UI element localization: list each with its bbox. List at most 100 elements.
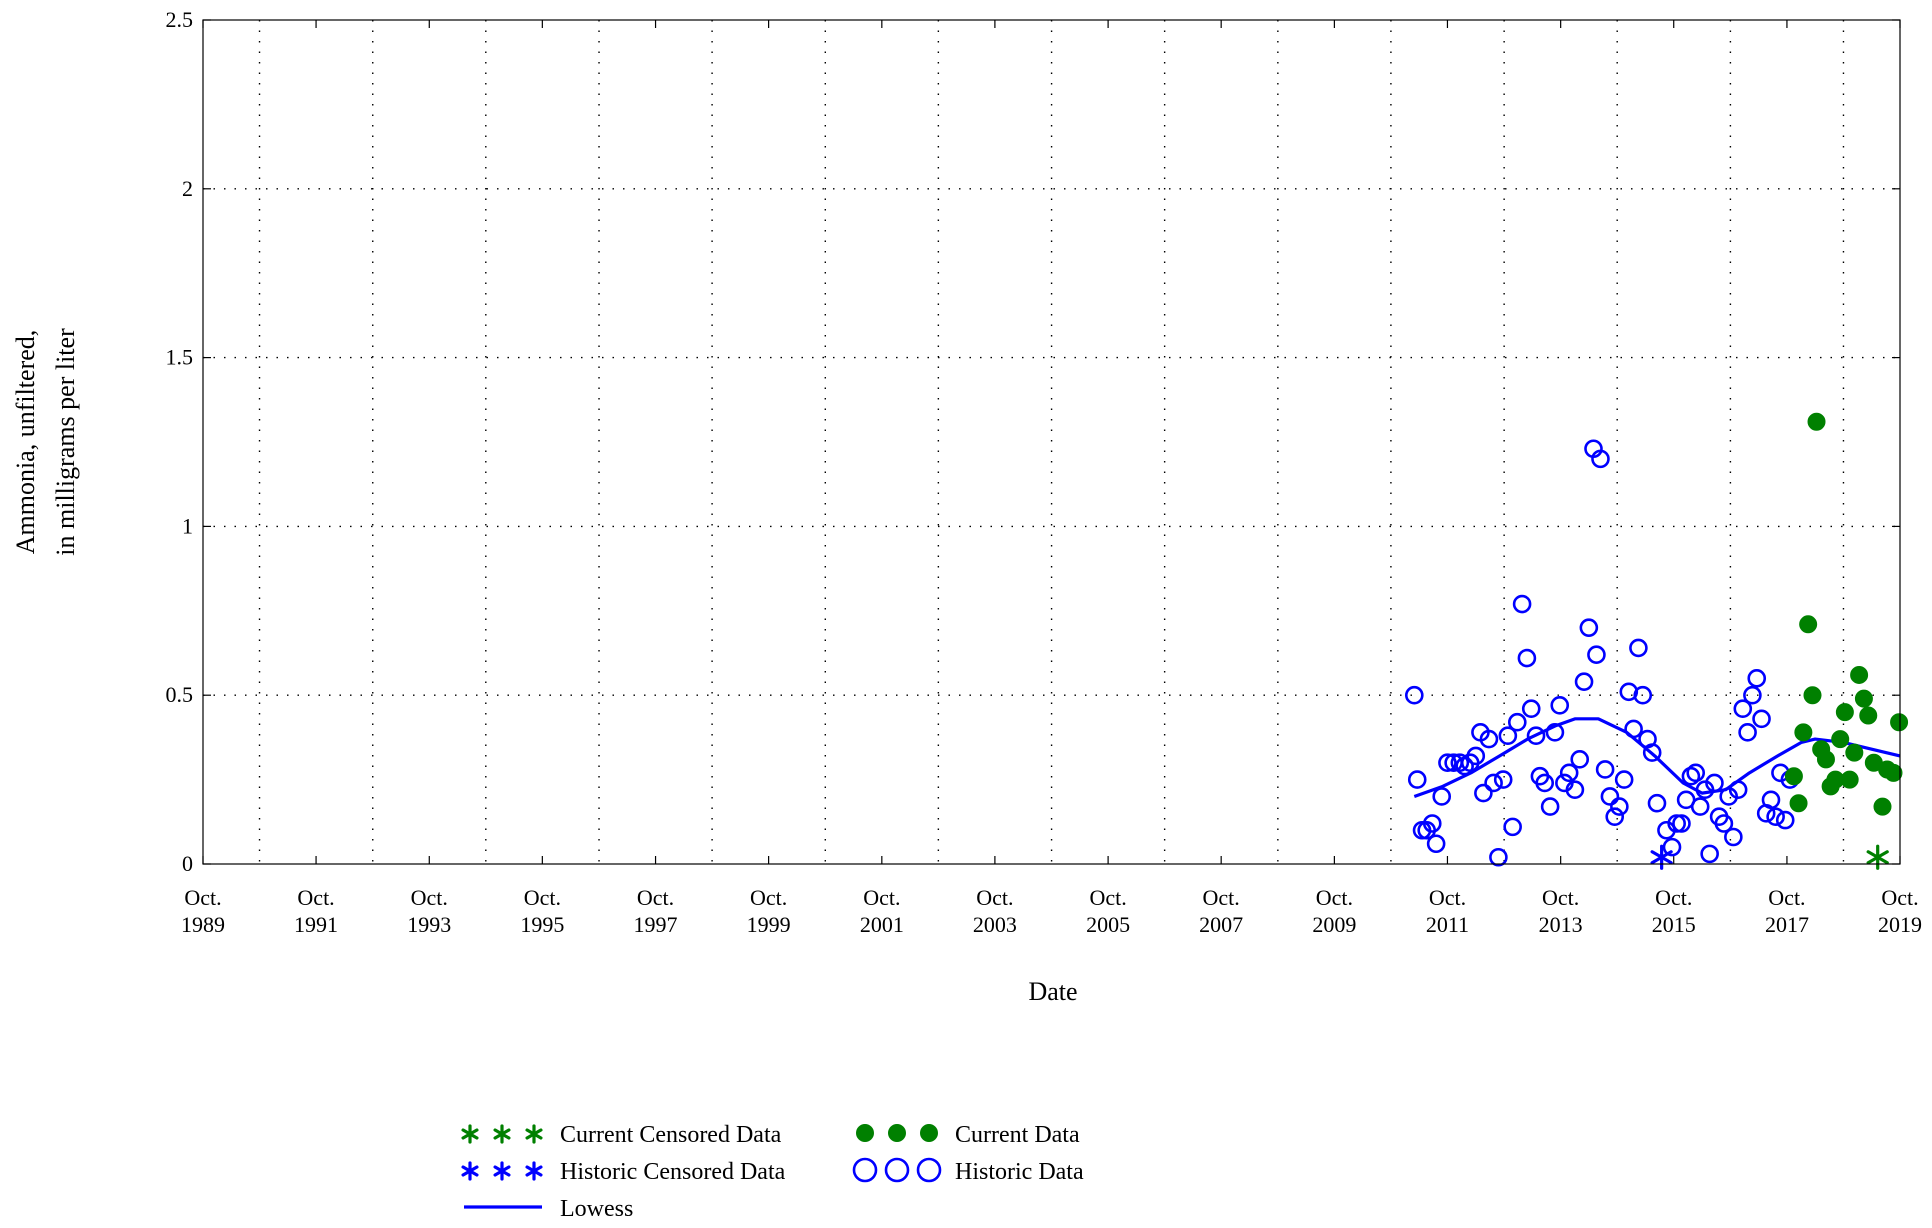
legend-open-circle-icon [916,1157,942,1183]
historic-data-point [1591,449,1610,469]
x-tick-label-month: Oct. [1203,885,1240,910]
x-tick-label-year: 2011 [1426,912,1469,937]
historic-data-point [1614,770,1634,789]
historic-data-point [1432,787,1452,806]
historic-data-point [1738,723,1757,742]
historic-data-point [1540,797,1560,816]
historic-data-point [1450,753,1470,773]
historic-data-point [1733,699,1753,719]
legend-asterisk-icon [461,1124,479,1144]
historic-data-point [1642,743,1662,762]
x-tick-label-month: Oct. [1542,885,1579,910]
x-tick-label-year: 1997 [634,912,678,937]
historic-data-point [1570,750,1590,769]
x-tick-label-year: 2017 [1765,912,1809,937]
legend-filled-circle-icon [888,1124,906,1142]
x-tick-label-month: Oct. [750,885,787,910]
historic-data-point [1503,817,1522,837]
x-tick-label-year: 1993 [407,912,451,937]
current-data-point [1807,412,1826,431]
y-axis-label-line-2: in milligrams per liter [51,328,80,556]
historic-data-point [1690,797,1710,816]
x-tick-label-year: 1989 [181,912,225,937]
lowess-layer [1413,717,1901,798]
historic-data-point [1545,723,1565,742]
legend-asterisk-icon [493,1161,511,1181]
legend-label: Historic Censored Data [560,1159,786,1185]
historic-data-point [1700,844,1719,864]
historic-data-point [1600,787,1620,806]
x-tick-label-month: Oct. [1881,885,1918,910]
x-tick-label-month: Oct. [524,885,561,910]
x-tick-label-year: 1999 [747,912,791,937]
legend-label: Current Data [955,1122,1080,1148]
historic-data-point [1752,709,1771,729]
historic-data-point [1761,790,1781,810]
historic-data-point [1587,645,1606,664]
x-tick-label-month: Oct. [411,885,448,910]
x-tick-label-year: 2005 [1086,912,1130,937]
x-tick-label-month: Oct. [1429,885,1466,910]
historic-data-point [1775,810,1795,830]
y-tick-label: 0.5 [166,682,194,707]
historic-data-point [1517,648,1537,668]
x-tick-label-month: Oct. [976,885,1013,910]
historic-data-point [1489,847,1508,867]
current-data-point [1845,743,1864,762]
x-tick-label-year: 2009 [1312,912,1356,937]
y-axis-label-line-1: Ammonia, unfiltered, [11,330,40,555]
legend-asterisk-icon [493,1124,511,1144]
historic-data-point [1579,618,1599,637]
historic-data-point [1559,763,1579,783]
y-tick-label: 1.5 [166,345,194,370]
historic-data-point [1714,814,1734,833]
legend-item-current-censored: Current Censored Data [461,1122,782,1148]
legend-item-historic: Historic Data [852,1157,1084,1185]
historic-data-point [1724,827,1743,847]
legend-open-circle-icon [852,1157,878,1183]
historic-data-point [1705,773,1724,793]
historic-data-point [1426,834,1446,854]
x-tick-label-year: 2015 [1652,912,1696,937]
lowess-line [1413,717,1901,798]
historic-censored-point [1650,844,1673,870]
x-tick-label-year: 2019 [1878,912,1922,937]
legend-filled-circle-icon [856,1124,874,1142]
historic-data-point [1466,746,1486,766]
current-censored-point [1866,844,1889,870]
historic-data-point [1624,719,1643,739]
x-tick-label-year: 2003 [973,912,1017,937]
current-data-point [1794,723,1813,742]
historic-data-point [1574,672,1594,691]
x-tick-label-month: Oct. [184,885,221,910]
legend-asterisk-icon [461,1161,479,1181]
legend-label: Lowess [560,1196,633,1222]
y-tick-labels: 0 0.5 1 1.5 2 2.5 [166,7,194,876]
current-data-point [1816,750,1835,769]
historic-data-point [1681,766,1701,786]
x-tick-label-month: Oct. [1316,885,1353,910]
x-tick-label-year: 2007 [1199,912,1243,937]
historic-data-point [1672,814,1691,833]
plot-frame [202,19,1901,865]
current-data-point [1840,770,1859,789]
x-tick-label-month: Oct. [1655,885,1692,910]
y-tick-label: 2 [182,176,193,201]
historic-data-point [1405,685,1424,705]
legend-item-current: Current Data [856,1122,1080,1148]
legend-label: Current Censored Data [560,1122,782,1148]
current-data-point [1859,706,1878,725]
historic-data-point [1512,594,1532,614]
legend-asterisk-icon [525,1124,543,1144]
historic-data-point [1521,699,1541,719]
historic-data-point [1474,783,1493,803]
historic-data-point [1479,729,1499,749]
x-tick-label-year: 2001 [860,912,904,937]
historic-data-point [1498,726,1518,746]
x-tick-label-month: Oct. [297,885,334,910]
legend-asterisk-icon [525,1161,543,1181]
current-data-point [1799,615,1818,634]
current-data-point [1884,763,1903,782]
